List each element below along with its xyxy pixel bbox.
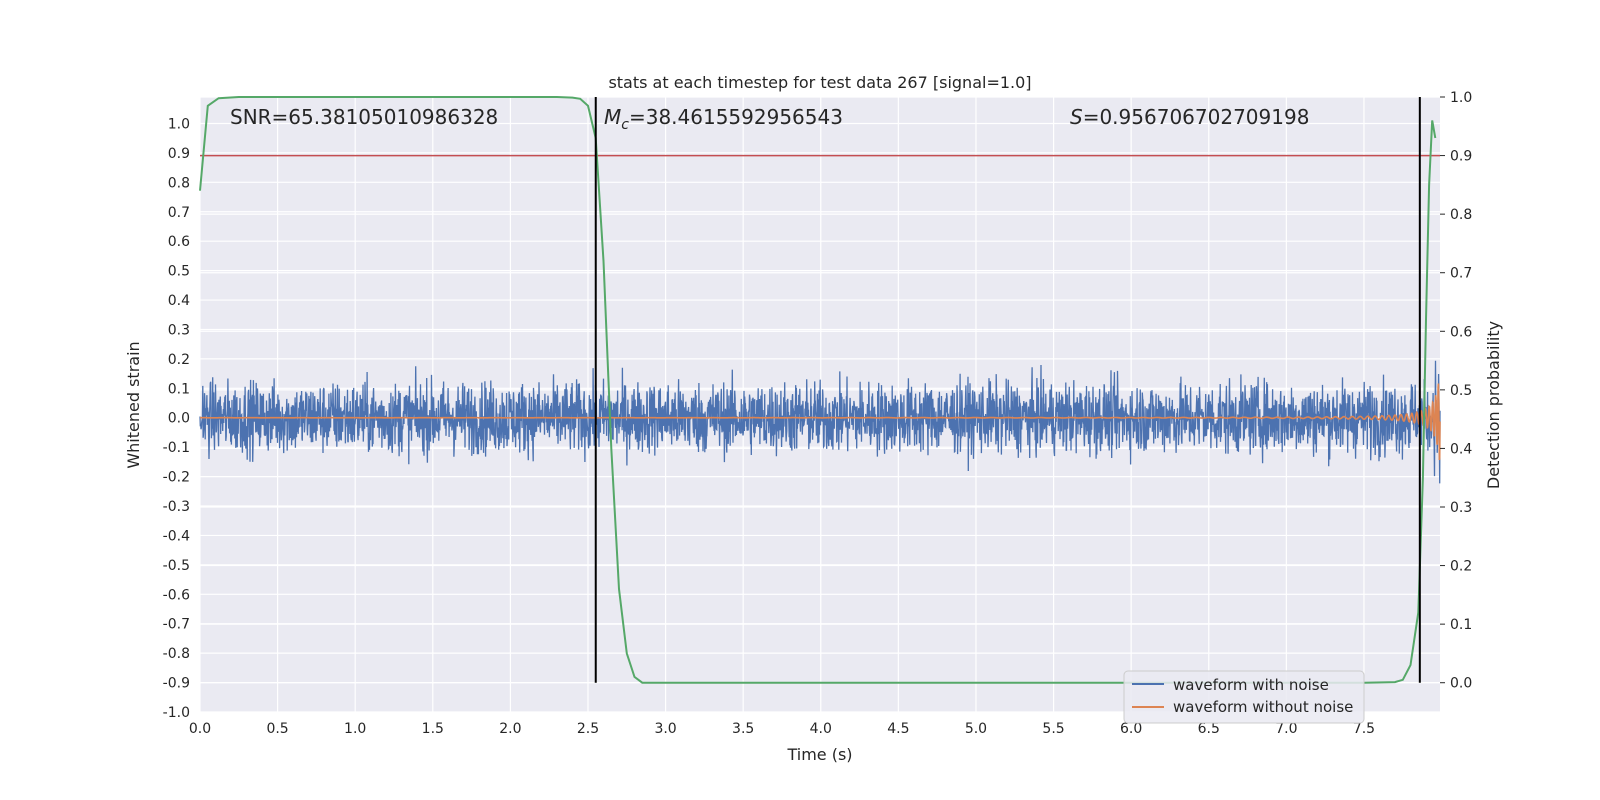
s-value: =0.956706702709198 — [1083, 105, 1310, 129]
y-tick-label-right: 0.6 — [1450, 324, 1472, 340]
y-tick-label-right: 0.7 — [1450, 266, 1472, 282]
y-tick-label-left: 0.7 — [168, 205, 190, 221]
y-axis-label-right: Detection probability — [1484, 321, 1503, 489]
x-tick-label: 0.5 — [266, 721, 288, 737]
x-tick-label: 7.5 — [1353, 721, 1375, 737]
s-annotation: S=0.956706702709198 — [1070, 105, 1309, 129]
waveform-with-noise-series — [199, 360, 1441, 484]
y-tick-label-left: -0.8 — [163, 646, 190, 662]
y-tick-label-left: -1.0 — [163, 705, 190, 721]
x-tick-label: 6.5 — [1198, 721, 1220, 737]
y-tick-label-left: -0.2 — [163, 470, 190, 486]
x-tick-label: 1.0 — [344, 721, 366, 737]
mc-symbol: M — [604, 105, 621, 129]
y-tick-label-left: 0.3 — [168, 322, 190, 338]
mc-value: =38.4615592956543 — [629, 105, 843, 129]
detection-probability-series — [199, 96, 1437, 684]
y-tick-label-right: 0.4 — [1450, 441, 1472, 457]
y-tick-label-left: 0.8 — [168, 175, 190, 191]
y-tick-label-right: 0.1 — [1450, 617, 1472, 633]
y-tick-label-right: 1.0 — [1450, 90, 1472, 106]
y-tick-label-right: 0.0 — [1450, 676, 1472, 692]
legend-box — [1123, 670, 1365, 724]
y-axis-label-left: Whitened strain — [124, 341, 143, 468]
mc-subscript: c — [621, 117, 629, 133]
x-tick-label: 5.5 — [1042, 721, 1064, 737]
x-tick-label: 0.0 — [189, 721, 211, 737]
y-tick-label-left: 0.5 — [168, 264, 190, 280]
y-tick-label-left: 0.4 — [168, 293, 190, 309]
y-tick-label-left: -0.7 — [163, 617, 190, 633]
chart-title: stats at each timestep for test data 267… — [608, 73, 1031, 92]
detection-probability-line — [199, 96, 1437, 684]
y-tick-label-left: 0.2 — [168, 352, 190, 368]
s-symbol: S — [1070, 105, 1083, 129]
y-tick-label-right: 0.9 — [1450, 149, 1472, 165]
y-tick-label-left: -0.4 — [163, 528, 190, 544]
y-tick-label-right: 0.8 — [1450, 207, 1472, 223]
y-tick-label-left: 0.9 — [168, 146, 190, 162]
x-tick-label: 3.0 — [654, 721, 676, 737]
legend-label-noise: waveform with noise — [1173, 676, 1329, 694]
y-tick-label-left: -0.6 — [163, 587, 190, 603]
x-tick-label: 2.0 — [499, 721, 521, 737]
waveform-without-noise-line — [200, 383, 1441, 461]
y-tick-label-right: 0.5 — [1450, 383, 1472, 399]
x-axis-label: Time (s) — [786, 745, 852, 764]
x-tick-label: 5.0 — [965, 721, 987, 737]
y-tick-label-right: 0.2 — [1450, 559, 1472, 575]
y-tick-label-left: 0.1 — [168, 381, 190, 397]
legend: waveform with noise waveform without noi… — [1123, 670, 1365, 724]
snr-annotation: SNR=65.38105010986328 — [230, 105, 498, 129]
chirp-mass-annotation: Mc=38.4615592956543 — [604, 105, 843, 133]
waveform-with-noise-line — [199, 360, 1441, 484]
y-tick-label-left: 1.0 — [168, 116, 190, 132]
legend-label-clean: waveform without noise — [1173, 698, 1353, 716]
y-tick-label-left: -0.1 — [163, 440, 190, 456]
y-tick-label-left: -0.3 — [163, 499, 190, 515]
y-tick-label-left: 0.0 — [168, 411, 190, 427]
waveform-without-noise-series — [200, 383, 1441, 461]
x-tick-label: 2.5 — [577, 721, 599, 737]
x-tick-label: 7.0 — [1275, 721, 1297, 737]
x-tick-label: 4.0 — [810, 721, 832, 737]
y-tick-label-left: -0.5 — [163, 558, 190, 574]
x-tick-label: 1.5 — [422, 721, 444, 737]
y-tick-label-left: 0.6 — [168, 234, 190, 250]
x-tick-label: 6.0 — [1120, 721, 1142, 737]
y-tick-label-right: 0.3 — [1450, 500, 1472, 516]
ticks: 0.0 0.5 1.0 1.5 2.0 2.5 3.0 3.5 4.0 4.5 5.0 5.5 6.0 6… — [163, 90, 1473, 737]
x-tick-label: 4.5 — [887, 721, 909, 737]
vertical-markers — [594, 97, 1421, 683]
y-tick-label-left: -0.9 — [163, 676, 190, 692]
x-tick-label: 3.5 — [732, 721, 754, 737]
